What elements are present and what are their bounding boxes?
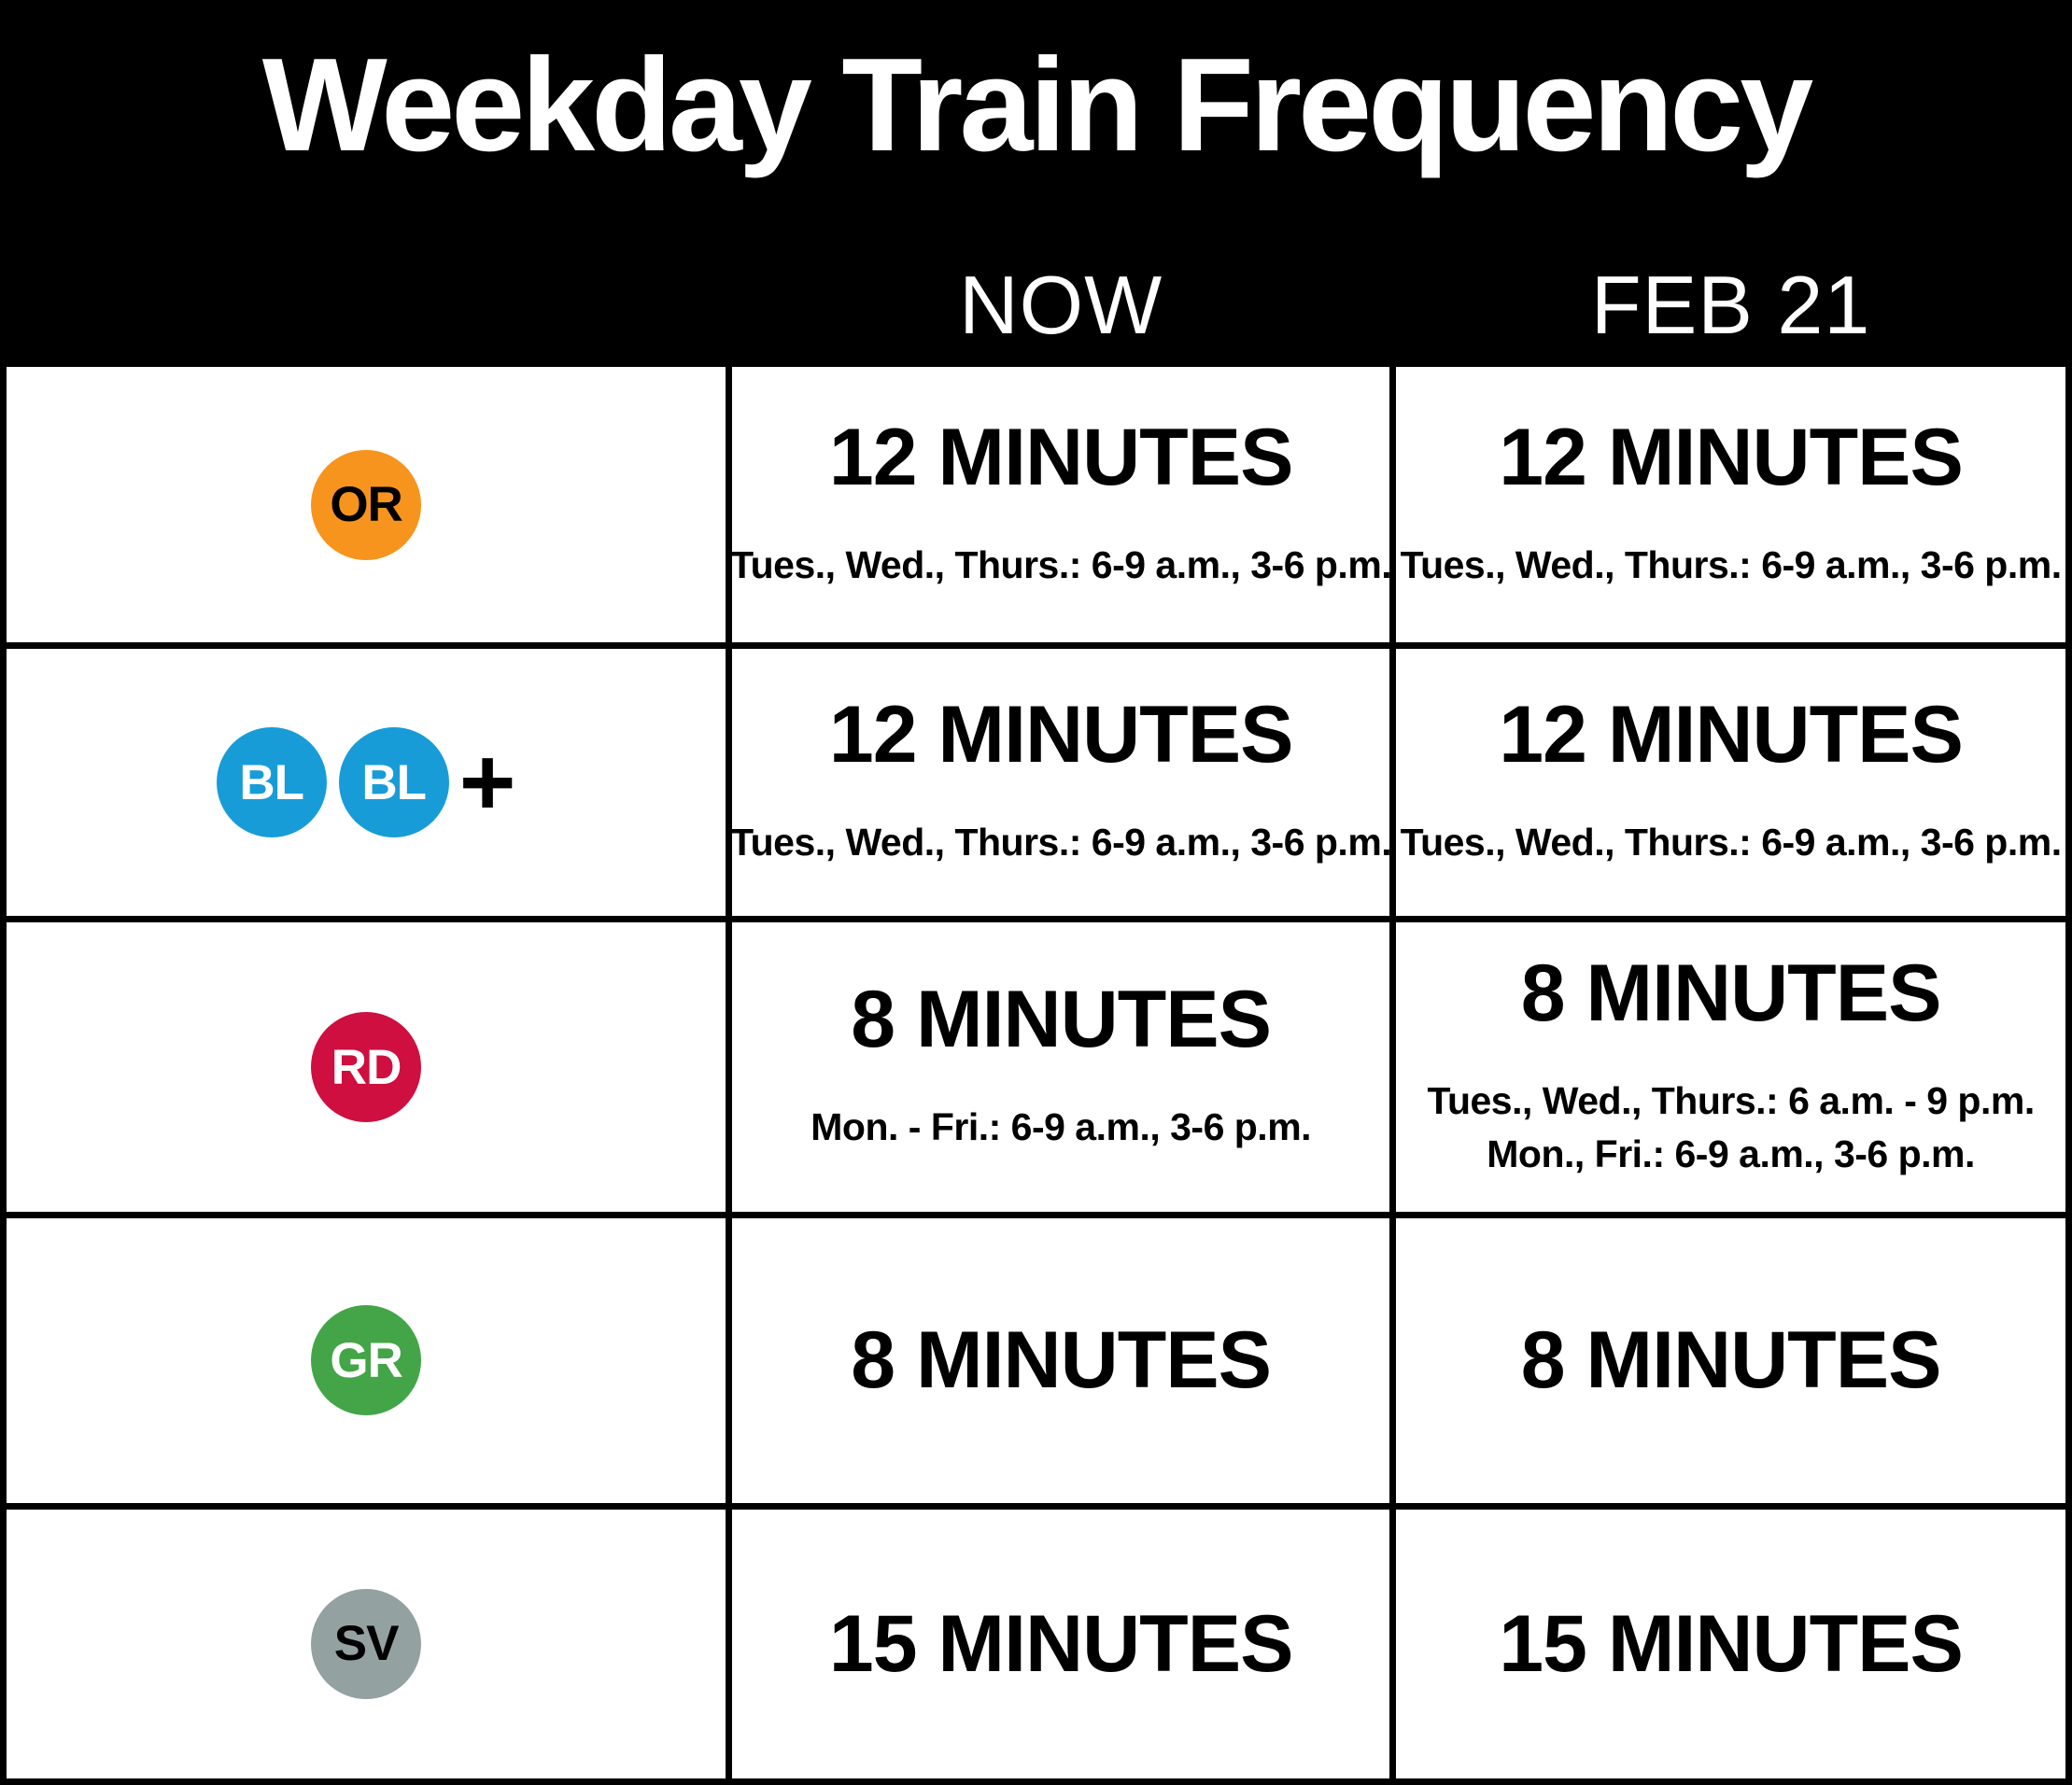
schedule-line: Tues., Wed., Thurs.: 6-9 a.m., 3-6 p.m. bbox=[732, 821, 1390, 864]
schedule-line: Mon. - Fri.: 6-9 a.m., 3-6 p.m. bbox=[810, 1105, 1312, 1149]
column-header-now: NOW bbox=[959, 259, 1163, 351]
column-header-line bbox=[7, 264, 726, 346]
schedule-line: Tues., Wed., Thurs.: 6 a.m. - 9 p.m. bbox=[1427, 1078, 2035, 1122]
frequency-value: 8 MINUTES bbox=[1520, 1315, 1942, 1406]
schedule-line: Tues., Wed., Thurs.: 6-9 a.m., 3-6 p.m. bbox=[1400, 542, 2063, 586]
silver-now-cell: 15 MINUTES bbox=[732, 1509, 1390, 1778]
red-feb21-cell: 8 MINUTES Tues., Wed., Thurs.: 6 a.m. - 9… bbox=[1396, 922, 2065, 1212]
schedule-note: Tues., Wed., Thurs.: 6-9 a.m., 3-6 p.m. bbox=[732, 539, 1389, 592]
frequency-value: 12 MINUTES bbox=[1499, 690, 1964, 780]
column-headers: NOW FEB 21 bbox=[0, 264, 2072, 346]
green-feb21-cell: 8 MINUTES bbox=[1396, 1217, 2065, 1503]
frequency-value: 12 MINUTES bbox=[828, 412, 1294, 502]
gr-line-badge: GR bbox=[311, 1305, 422, 1416]
schedule-line: Tues., Wed., Thurs.: 6-9 a.m., 3-6 p.m. bbox=[1400, 821, 2063, 864]
header: Weekday Train Frequency NOW FEB 21 bbox=[0, 0, 2072, 367]
orange-now-cell: 12 MINUTES Tues., Wed., Thurs.: 6-9 a.m.,… bbox=[732, 367, 1390, 643]
orange-feb21-cell: 12 MINUTES Tues., Wed., Thurs.: 6-9 a.m.,… bbox=[1396, 367, 2065, 643]
frequency-value: 12 MINUTES bbox=[1499, 412, 1964, 502]
schedule-note: Tues., Wed., Thurs.: 6 a.m. - 9 p.m. Mon.… bbox=[1427, 1075, 2035, 1182]
column-header-feb21: FEB 21 bbox=[1590, 259, 1871, 351]
green-now-cell: 8 MINUTES bbox=[732, 1217, 1390, 1503]
schedule-note: Mon. - Fri.: 6-9 a.m., 3-6 p.m. bbox=[810, 1101, 1311, 1154]
or-line-badge: OR bbox=[311, 449, 422, 560]
line-cell-silver: SV bbox=[7, 1509, 726, 1778]
schedule-note: Tues., Wed., Thurs.: 6-9 a.m., 3-6 p.m. bbox=[1400, 816, 2063, 869]
line-cell-blue: BL BL + bbox=[7, 649, 726, 917]
schedule-note: Tues., Wed., Thurs.: 6-9 a.m., 3-6 p.m. bbox=[1400, 539, 2063, 592]
blue-now-cell: 12 MINUTES Tues., Wed., Thurs.: 6-9 a.m.,… bbox=[732, 649, 1390, 917]
frequency-value: 8 MINUTES bbox=[851, 1315, 1272, 1406]
line-cell-orange: OR bbox=[7, 367, 726, 643]
schedule-line: Mon., Fri.: 6-9 a.m., 3-6 p.m. bbox=[1487, 1132, 1975, 1176]
frequency-value: 8 MINUTES bbox=[1520, 948, 1942, 1038]
red-now-cell: 8 MINUTES Mon. - Fri.: 6-9 a.m., 3-6 p.m. bbox=[732, 922, 1390, 1212]
frequency-value: 15 MINUTES bbox=[828, 1598, 1294, 1689]
bl-line-badge: BL bbox=[216, 727, 327, 838]
blue-feb21-cell: 12 MINUTES Tues., Wed., Thurs.: 6-9 a.m.,… bbox=[1396, 649, 2065, 917]
frequency-value: 8 MINUTES bbox=[851, 975, 1272, 1065]
bl-line-badge: BL bbox=[338, 727, 449, 838]
silver-feb21-cell: 15 MINUTES bbox=[1396, 1509, 2065, 1778]
line-cell-red: RD bbox=[7, 922, 726, 1212]
page-title: Weekday Train Frequency bbox=[261, 31, 1813, 179]
schedule-line: Tues., Wed., Thurs.: 6-9 a.m., 3-6 p.m. bbox=[732, 542, 1390, 586]
plus-icon: + bbox=[458, 728, 516, 837]
schedule-note: Tues., Wed., Thurs.: 6-9 a.m., 3-6 p.m. bbox=[732, 816, 1389, 869]
line-cell-green: GR bbox=[7, 1217, 726, 1503]
rd-line-badge: RD bbox=[311, 1012, 422, 1123]
frequency-table: OR 12 MINUTES Tues., Wed., Thurs.: 6-9 a.m… bbox=[0, 367, 2072, 1785]
frequency-value: 15 MINUTES bbox=[1499, 1598, 1964, 1689]
frequency-value: 12 MINUTES bbox=[828, 690, 1294, 780]
sv-line-badge: SV bbox=[311, 1588, 422, 1699]
